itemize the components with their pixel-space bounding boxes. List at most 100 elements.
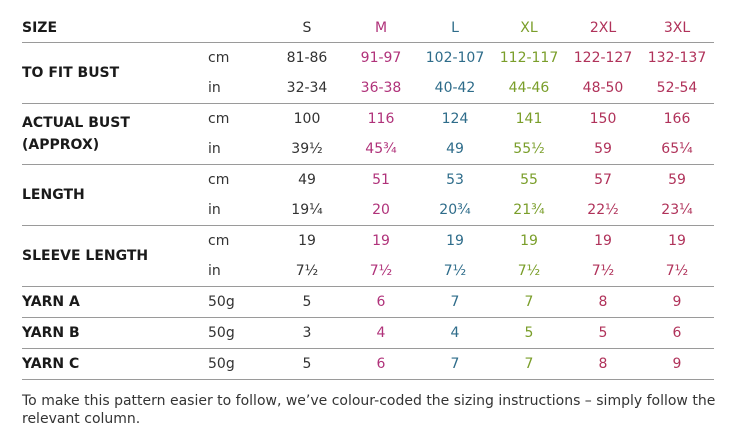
value-cell: 132-137: [640, 42, 714, 73]
size-header-4: 2XL: [589, 20, 617, 36]
value-cell: 52-54: [656, 80, 698, 96]
value-cell: 53: [418, 164, 492, 195]
size-header-5: 3XL: [663, 20, 691, 36]
unit-cell: in: [208, 141, 221, 157]
size-header-label: SIZE: [22, 20, 58, 36]
unit-cell: cm: [208, 42, 270, 73]
value-cell: 7½: [517, 263, 541, 279]
row-label: TO FIT BUST: [22, 42, 208, 104]
row-label: YARN B: [22, 317, 208, 349]
value-cell: 150: [566, 103, 640, 134]
value-cell: 9: [640, 286, 714, 318]
unit-cell: 50g: [208, 317, 270, 349]
value-cell: 7½: [295, 263, 319, 279]
row-label: LENGTH: [22, 164, 208, 226]
size-table: SIZE S M L XL 2XL 3XL TO FIT BUST cm 81-86 91-97 10…: [22, 14, 714, 380]
value-cell: 19: [492, 225, 566, 256]
value-cell: 5: [492, 317, 566, 349]
value-cell: 91-97: [344, 42, 418, 73]
header-row: SIZE S M L XL 2XL 3XL: [22, 14, 714, 43]
value-cell: 48-50: [582, 80, 624, 96]
value-cell: 5: [270, 348, 344, 380]
value-cell: 19: [418, 225, 492, 256]
value-cell: 21¾: [513, 202, 545, 218]
table-row: in 32-34 36-38 40-42 44-46 48-50 52-54: [22, 73, 714, 104]
value-cell: 22½: [587, 202, 619, 218]
value-cell: 59: [640, 164, 714, 195]
value-cell: 36-38: [360, 80, 402, 96]
unit-header-cell: [208, 14, 270, 43]
value-cell: 49: [446, 141, 464, 157]
value-cell: 7½: [443, 263, 467, 279]
value-cell: 6: [640, 317, 714, 349]
value-cell: 19: [344, 225, 418, 256]
value-cell: 55½: [513, 141, 545, 157]
value-cell: 6: [344, 286, 418, 318]
table-row: YARN B 50g 3 4 4 5 5 6: [22, 317, 714, 349]
value-cell: 19: [270, 225, 344, 256]
row-label: SLEEVE LENGTH: [22, 225, 208, 287]
table-row: in 19¼ 20 20¾ 21¾ 22½ 23¼: [22, 195, 714, 226]
row-label-line: LENGTH: [22, 187, 85, 203]
table-row: YARN C 50g 5 6 7 7 8 9: [22, 348, 714, 380]
value-cell: 20¾: [439, 202, 471, 218]
value-cell: 7½: [665, 263, 689, 279]
value-cell: 40-42: [434, 80, 476, 96]
value-cell: 7½: [591, 263, 615, 279]
size-header-2: L: [451, 20, 459, 36]
value-cell: 8: [566, 348, 640, 380]
value-cell: 39½: [291, 141, 323, 157]
value-cell: 4: [344, 317, 418, 349]
value-cell: 32-34: [286, 80, 328, 96]
value-cell: 19¼: [291, 202, 323, 218]
value-cell: 9: [640, 348, 714, 380]
unit-cell: in: [208, 263, 221, 279]
value-cell: 4: [418, 317, 492, 349]
value-cell: 20: [372, 202, 390, 218]
table-row: SLEEVE LENGTH cm 19 19 19 19 19 19: [22, 225, 714, 287]
value-cell: 59: [594, 141, 612, 157]
row-label: YARN A: [22, 286, 208, 318]
value-cell: 49: [270, 164, 344, 195]
value-cell: 102-107: [418, 42, 492, 73]
value-cell: 19: [640, 225, 714, 256]
unit-cell: 50g: [208, 286, 270, 318]
value-cell: 81-86: [270, 42, 344, 73]
value-cell: 166: [640, 103, 714, 134]
row-label-line: TO FIT BUST: [22, 65, 120, 81]
value-cell: 5: [566, 317, 640, 349]
table-row: YARN A 50g 5 6 7 7 8 9: [22, 286, 714, 318]
table-row: ACTUAL BUST (APPROX) cm 100 116 124 141 150 166: [22, 103, 714, 165]
value-cell: 19: [566, 225, 640, 256]
value-cell: 5: [270, 286, 344, 318]
value-cell: 116: [344, 103, 418, 134]
value-cell: 7: [418, 286, 492, 318]
value-cell: 65¼: [661, 141, 693, 157]
row-label-line: ACTUAL BUST: [22, 115, 130, 131]
value-cell: 124: [418, 103, 492, 134]
row-label-line: YARN C: [22, 356, 80, 372]
size-header-1: M: [374, 20, 388, 36]
value-cell: 122-127: [566, 42, 640, 73]
unit-cell: cm: [208, 164, 270, 195]
table-row: in 39½ 45¾ 49 55½ 59 65¼: [22, 134, 714, 165]
value-cell: 100: [270, 103, 344, 134]
value-cell: 141: [492, 103, 566, 134]
table-row: TO FIT BUST cm 81-86 91-97 102-107 112-117 122…: [22, 42, 714, 104]
value-cell: 51: [344, 164, 418, 195]
value-cell: 112-117: [492, 42, 566, 73]
size-header-0: S: [302, 20, 312, 36]
row-label-line: SLEEVE LENGTH: [22, 248, 149, 264]
value-cell: 7: [492, 348, 566, 380]
value-cell: 7½: [369, 263, 393, 279]
unit-cell: cm: [208, 225, 270, 256]
footnote: To make this pattern easier to follow, w…: [22, 393, 716, 427]
value-cell: 23¼: [661, 202, 693, 218]
value-cell: 55: [492, 164, 566, 195]
value-cell: 44-46: [508, 80, 550, 96]
value-cell: 3: [270, 317, 344, 349]
unit-cell: 50g: [208, 348, 270, 380]
value-cell: 57: [566, 164, 640, 195]
row-label-line: YARN B: [22, 325, 80, 341]
value-cell: 6: [344, 348, 418, 380]
